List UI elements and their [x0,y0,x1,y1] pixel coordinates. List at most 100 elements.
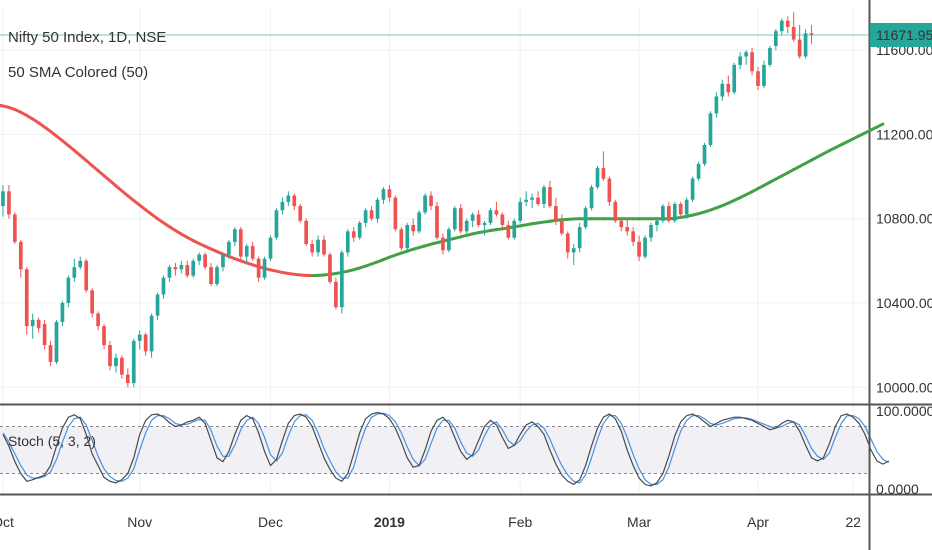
candle-body [149,315,154,352]
candle-body [90,290,94,314]
candle-body [221,254,225,268]
candle-body [601,168,606,179]
candle-body [518,201,523,221]
stochastic-pane [0,411,890,487]
candle-body [774,31,778,46]
candle-body [488,210,493,223]
candle-body [458,208,463,232]
time-tick-label: Mar [627,514,651,530]
candle-body [607,178,612,202]
candle-body [631,231,636,242]
candle-body [131,340,136,384]
candle-body [268,237,273,259]
candle-body [649,225,653,238]
candle-body [678,203,683,215]
time-tick-label: Feb [508,514,532,530]
price-tick-label: 10800.00 [876,211,932,227]
candle-body [18,241,23,270]
candle-body [750,52,754,72]
candle-body [524,199,528,202]
candle-body [655,220,659,226]
candle-body [24,269,29,327]
candle-body [429,195,433,207]
candle-body [120,357,124,375]
stoch-legend[interactable]: Stoch (5, 3, 2) [8,433,96,449]
time-tick-label: Oct [0,514,14,530]
time-tick-label: Dec [258,514,283,530]
candle-body [435,206,439,238]
candle-body [797,39,802,57]
candle-body [595,168,600,188]
candle-body [464,220,469,232]
candle-body [304,220,309,244]
candle-body [625,227,630,232]
candles [1,12,814,388]
candle-body [714,96,719,114]
sma-legend[interactable]: 50 SMA Colored (50) [8,64,149,81]
candle-body [345,231,350,253]
candle-body [340,252,344,308]
candle-body [785,20,790,27]
candle-body [369,210,374,219]
candle-body [363,210,368,223]
candle-body [179,265,184,270]
candle-body [227,241,231,255]
candle-body [232,229,237,242]
candle-body [809,33,814,35]
candle-body [738,56,743,65]
candle-body [702,144,707,164]
candle-body [209,267,213,285]
candle-body [1,191,5,207]
sma-segment [875,122,885,129]
candle-body [512,220,517,238]
candle-body [262,258,267,278]
candle-body [72,267,77,278]
time-tick-label: 22 [845,514,861,530]
candle-body [316,239,320,253]
candle-body [351,231,356,238]
candle-body [334,281,338,308]
candle-body [292,195,297,207]
candle-body [405,225,410,249]
last-price-badge [870,22,932,47]
candle-body [328,254,332,282]
candle-body [417,212,421,232]
stoch-tick-label: 100.0000 [876,403,932,419]
candle-body [102,326,106,346]
candle-body [137,334,142,341]
price-tick-label: 10400.00 [876,295,932,311]
candle-body [661,206,665,221]
candle-body [167,267,172,278]
candle-body [542,187,546,204]
price-tick-label: 10000.00 [876,379,932,395]
candle-body [696,163,701,179]
candle-body [530,197,534,200]
candle-body [690,178,695,200]
candle-body [779,20,784,32]
candle-body [143,334,148,352]
candle-body [732,64,737,93]
candle-body [238,229,243,257]
candle-body [494,210,499,215]
candle-body [256,258,261,278]
candle-body [452,208,457,230]
candle-body [768,48,772,65]
symbol-title[interactable]: Nifty 50 Index, 1D, NSE [8,29,167,46]
candle-body [762,64,766,86]
candle-body [613,201,618,221]
sma-line [0,103,885,278]
candle-body [108,345,112,367]
price-axis: 10000.0010400.0010800.0011200.0011600.00… [870,22,932,395]
candle-body [310,243,314,253]
candle-body [203,254,207,268]
candle-body [114,357,118,367]
candle-body [66,277,71,303]
candle-body [244,246,249,257]
candle-body [393,197,398,230]
candle-body [96,313,100,327]
candle-body [60,302,65,322]
candle-body [441,237,445,251]
candle-body [577,227,582,249]
